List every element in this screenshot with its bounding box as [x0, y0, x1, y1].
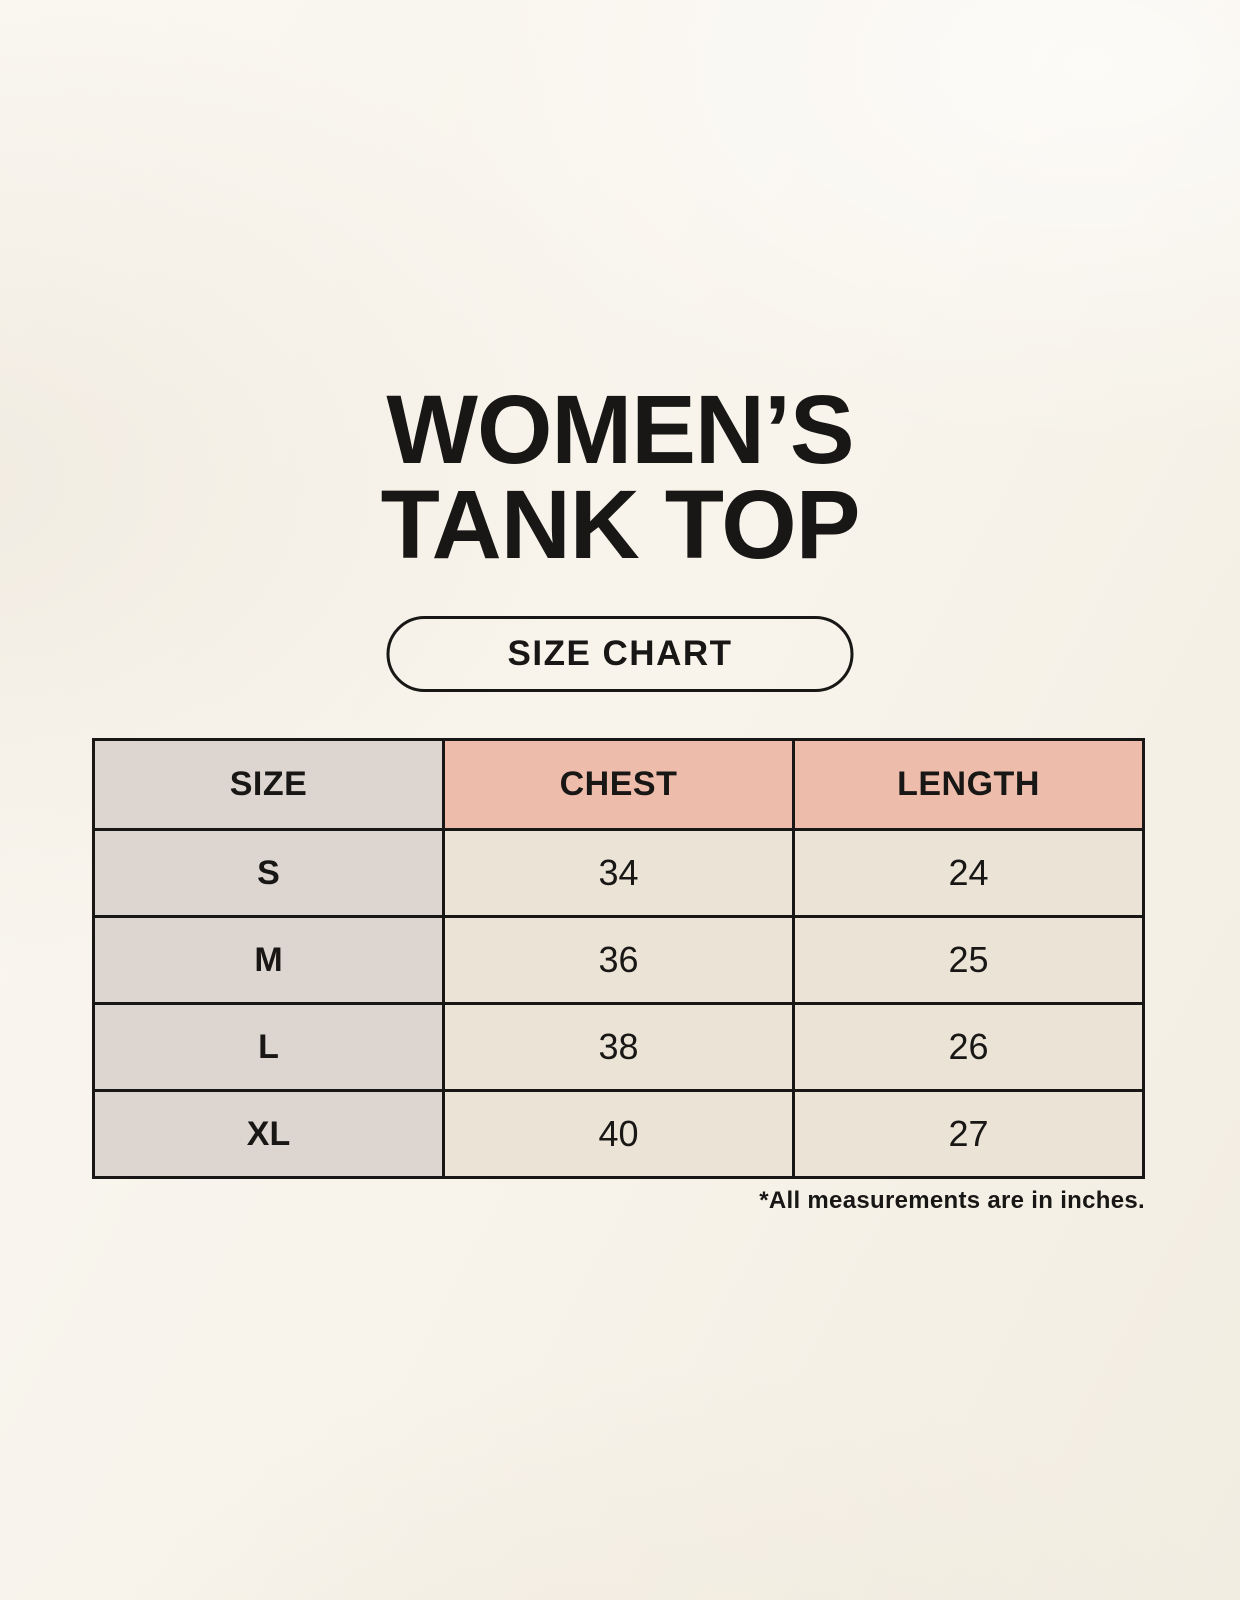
table-row: XL 40 27: [92, 1089, 1145, 1179]
length-cell: 24: [792, 828, 1145, 918]
column-header-chest: CHEST: [442, 738, 795, 831]
chest-cell: 38: [442, 1002, 795, 1092]
table-row: S 34 24: [92, 828, 1145, 918]
size-chart-badge-label: SIZE CHART: [507, 634, 733, 673]
length-cell: 26: [792, 1002, 1145, 1092]
size-cell: XL: [92, 1089, 445, 1179]
length-cell: 25: [792, 915, 1145, 1005]
chest-cell: 36: [442, 915, 795, 1005]
column-header-length: LENGTH: [792, 738, 1145, 831]
size-chart-badge: SIZE CHART: [386, 616, 854, 692]
length-cell: 27: [792, 1089, 1145, 1179]
measurements-footnote: *All measurements are in inches.: [759, 1187, 1145, 1214]
table-row: L 38 26: [92, 1002, 1145, 1092]
size-chart-table: SIZE CHEST LENGTH S 34 24 M 36 25 L 38 2…: [92, 738, 1145, 1179]
table-header-row: SIZE CHEST LENGTH: [92, 738, 1145, 831]
table-row: M 36 25: [92, 915, 1145, 1005]
title-line-2: TANK TOP: [380, 470, 861, 579]
size-cell: M: [92, 915, 445, 1005]
size-cell: S: [92, 828, 445, 918]
chest-cell: 40: [442, 1089, 795, 1179]
size-cell: L: [92, 1002, 445, 1092]
column-header-size: SIZE: [92, 738, 445, 831]
chest-cell: 34: [442, 828, 795, 918]
page-title: WOMEN’S TANK TOP: [0, 375, 1240, 579]
title-line-1: WOMEN’S: [386, 375, 854, 484]
